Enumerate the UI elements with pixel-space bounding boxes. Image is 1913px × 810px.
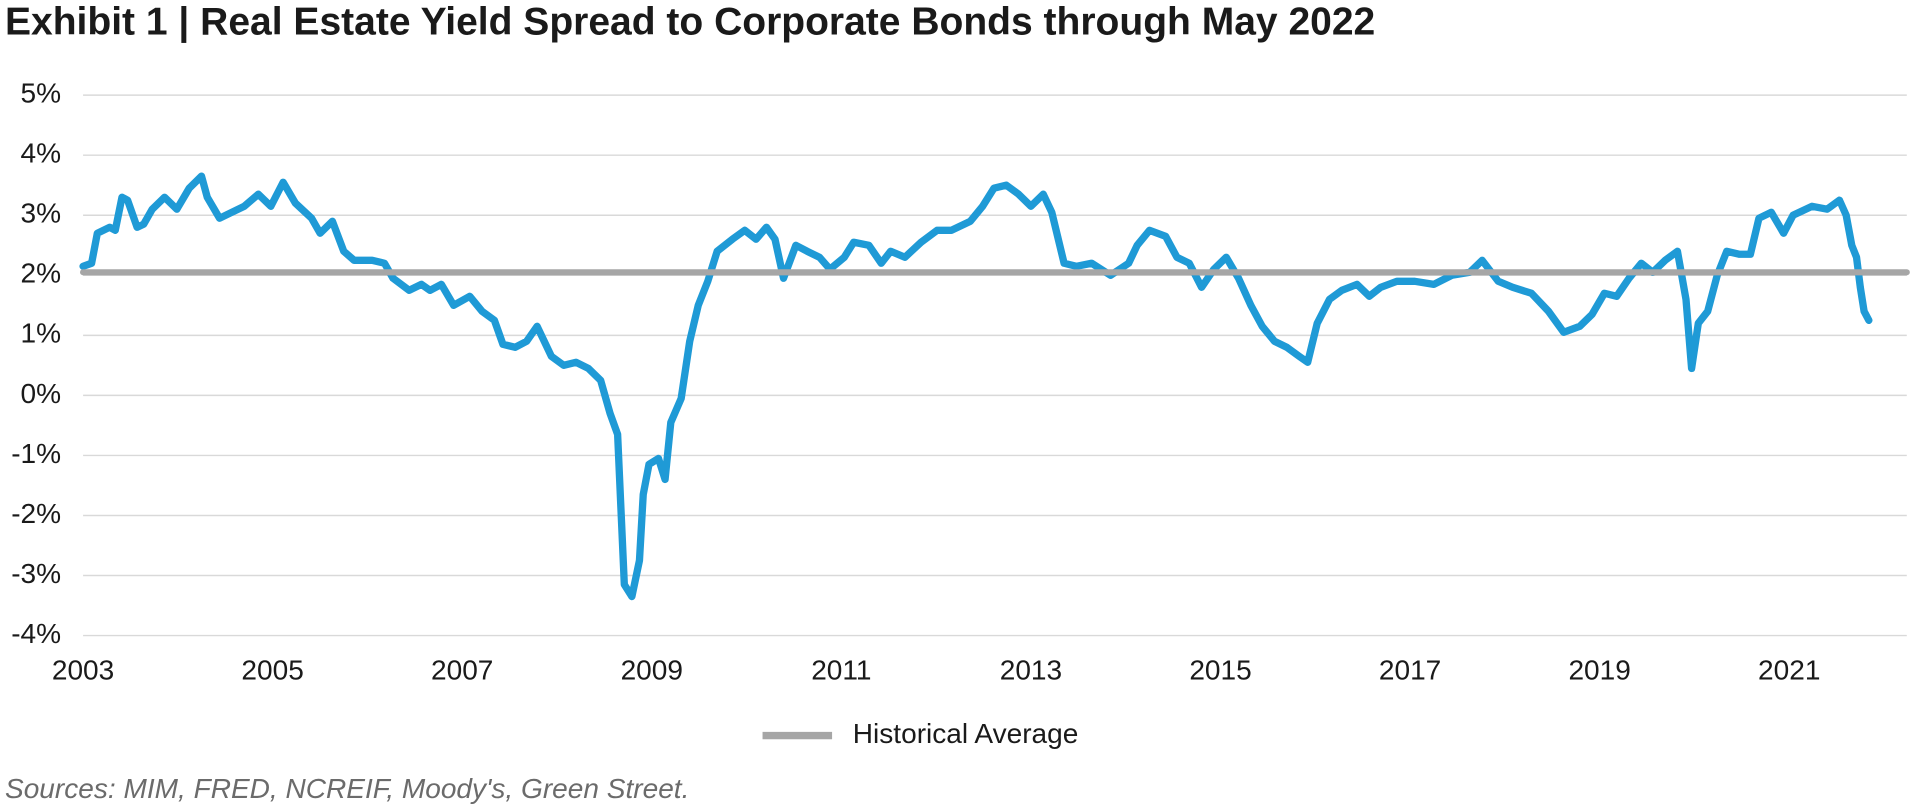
x-tick-label: 2007	[431, 655, 493, 686]
y-tick-label: 4%	[21, 138, 62, 169]
x-tick-label: 2021	[1758, 655, 1820, 686]
y-tick-label: 3%	[21, 198, 62, 229]
x-tick-label: 2005	[241, 655, 303, 686]
y-tick-label: -3%	[11, 558, 61, 589]
x-tick-label: 2009	[621, 655, 683, 686]
y-tick-label: -1%	[11, 438, 61, 469]
y-tick-label: 2%	[21, 258, 62, 289]
line-series	[79, 172, 1873, 601]
source-note: Sources: MIM, FRED, NCREIF, Moody's, Gre…	[5, 773, 689, 804]
y-tick-label: -4%	[11, 618, 61, 649]
chart-title: Exhibit 1 | Real Estate Yield Spread to …	[5, 1, 1375, 44]
y-tick-label: 1%	[21, 318, 62, 349]
x-tick-label: 2003	[52, 655, 114, 686]
x-tick-label: 2017	[1379, 655, 1441, 686]
y-tick-label: 5%	[21, 78, 62, 109]
x-tick-label: 2013	[1000, 655, 1062, 686]
y-tick-label: -2%	[11, 498, 61, 529]
x-tick-label: 2011	[811, 655, 871, 686]
legend-label: Historical Average	[853, 718, 1079, 749]
x-tick-label: 2015	[1189, 655, 1251, 686]
x-tick-label: 2019	[1568, 655, 1630, 686]
y-tick-label: 0%	[21, 378, 62, 409]
